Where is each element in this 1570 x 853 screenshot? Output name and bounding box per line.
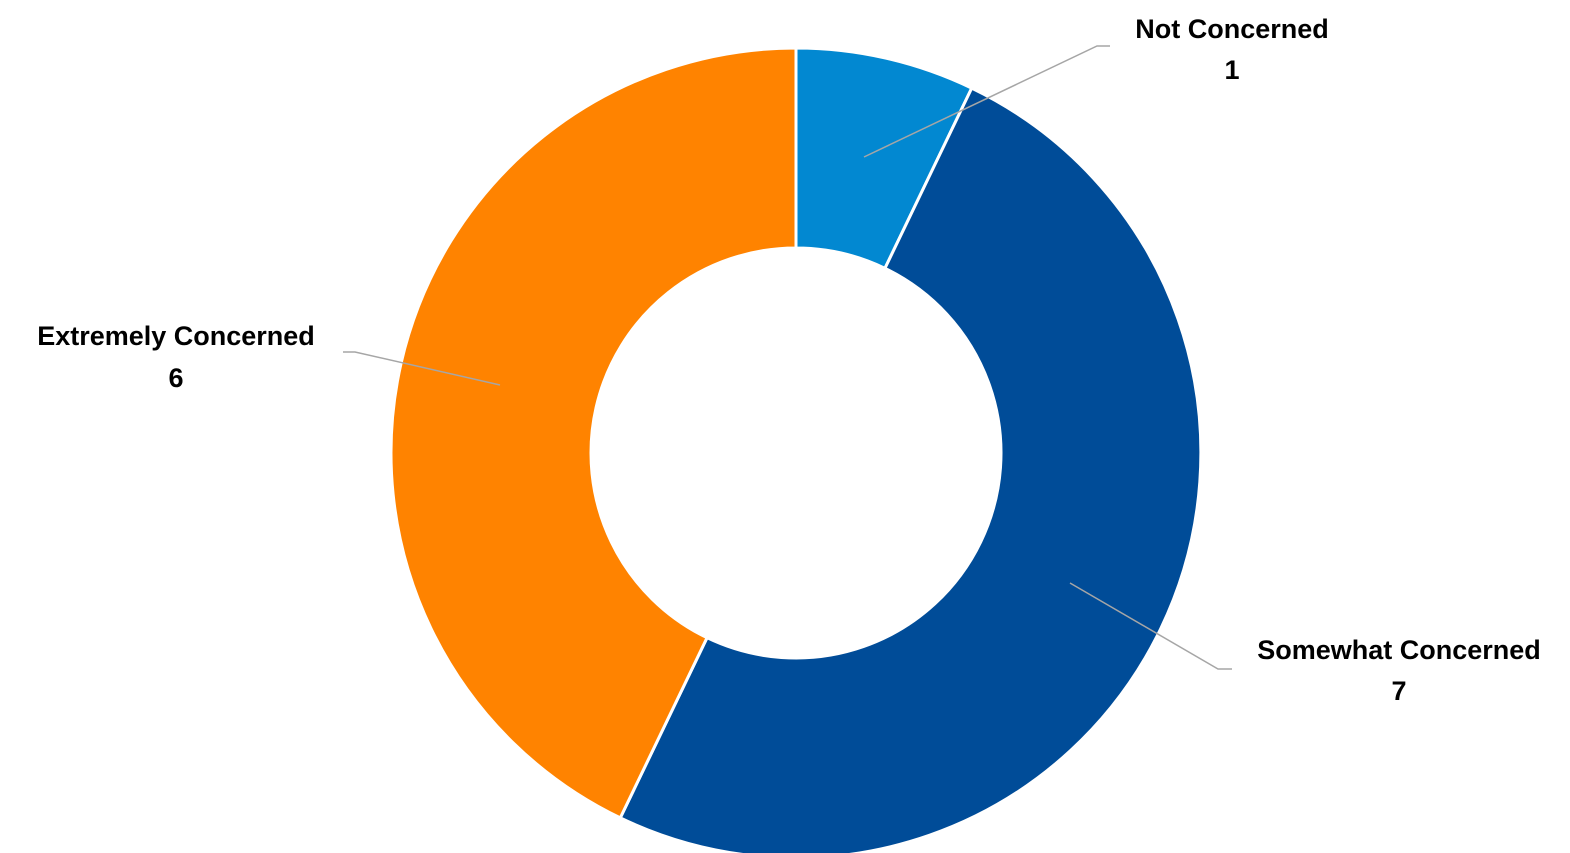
slice-somewhat-concerned	[618, 86, 1203, 853]
label-extremely-concerned-category: Extremely Concerned	[37, 321, 315, 351]
label-not-concerned-value: 1	[1224, 55, 1239, 85]
label-somewhat-concerned-value: 7	[1391, 676, 1406, 706]
leader-somewhat-concerned	[1069, 582, 1232, 670]
leader-not-concerned	[863, 45, 1110, 158]
label-somewhat-concerned-category: Somewhat Concerned	[1257, 635, 1541, 665]
label-extremely-concerned-value: 6	[168, 363, 183, 393]
slice-extremely-concerned	[389, 46, 798, 820]
leader-lines	[343, 45, 1232, 670]
leader-extremely-concerned	[343, 351, 501, 386]
label-not-concerned-category: Not Concerned	[1135, 14, 1329, 44]
donut-slices	[389, 46, 1203, 853]
data-labels: Not Concerned 1 Somewhat Concerned 7 Ext…	[37, 14, 1541, 706]
